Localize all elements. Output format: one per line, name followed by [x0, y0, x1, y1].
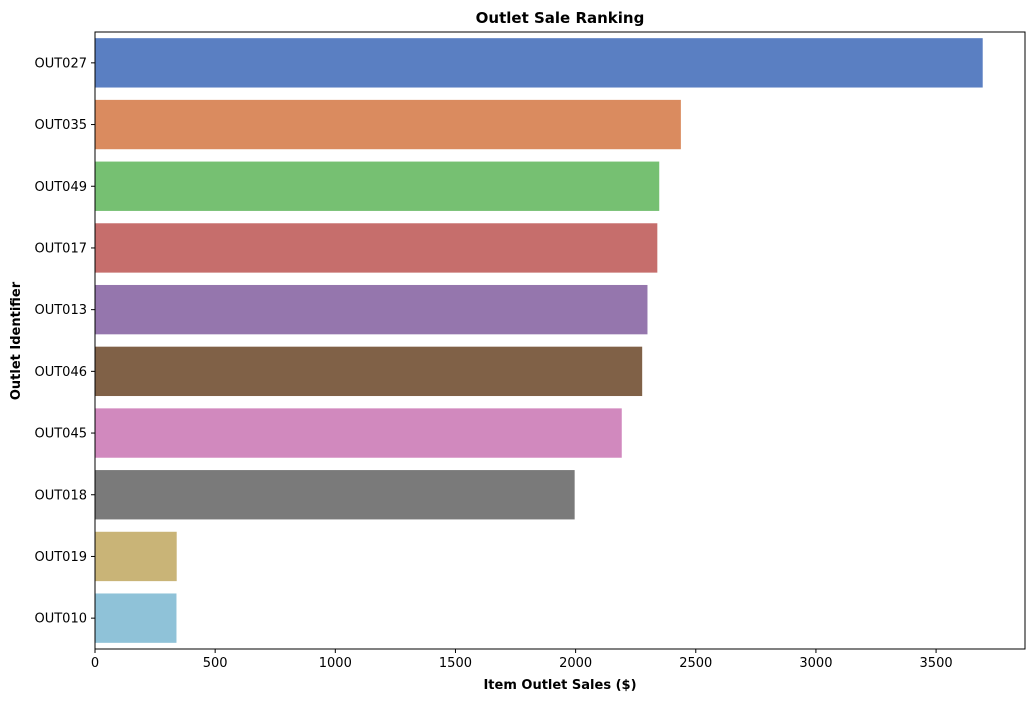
x-tick-label: 1000: [319, 656, 352, 671]
bar-out019: [95, 531, 177, 582]
y-axis-ticks: OUT027 OUT035 OUT049 OUT017 OUT013 OUT046 OUT0…: [34, 56, 95, 627]
y-tick-label: OUT019: [34, 550, 87, 565]
plot-frame: [94, 31, 1026, 650]
y-tick-label: OUT018: [34, 488, 87, 503]
bar-out046: [95, 346, 643, 397]
bar-out035: [95, 99, 681, 150]
y-tick-label: OUT035: [34, 118, 87, 133]
x-tick-label: 500: [203, 656, 228, 671]
x-axis-ticks: 0 500 1000 1500 2000 2500 3000 3500: [91, 649, 953, 671]
bar-out027: [95, 38, 983, 88]
y-axis-label: Outlet Identifier: [9, 281, 24, 400]
y-tick-label: OUT017: [34, 241, 87, 256]
chart-title: Outlet Sale Ranking: [476, 9, 645, 27]
x-tick-label: 1500: [439, 656, 472, 671]
x-tick-label: 0: [91, 656, 99, 671]
x-tick-label: 3000: [799, 656, 832, 671]
x-tick-label: 2000: [559, 656, 592, 671]
x-axis-label: Item Outlet Sales ($): [483, 678, 636, 693]
bar-out045: [95, 408, 622, 458]
x-tick-label: 3500: [920, 656, 953, 671]
y-tick-label: OUT049: [34, 180, 87, 195]
bars-group: [95, 38, 983, 643]
y-tick-label: OUT045: [34, 427, 87, 442]
y-tick-label: OUT013: [34, 303, 87, 318]
x-tick-label: 2500: [679, 656, 712, 671]
bar-out017: [95, 223, 658, 273]
y-tick-label: OUT046: [34, 365, 87, 380]
y-tick-label: OUT010: [34, 612, 87, 627]
bar-out013: [95, 284, 648, 335]
y-tick-label: OUT027: [34, 56, 87, 71]
bar-out049: [95, 161, 660, 211]
bar-out018: [95, 470, 575, 520]
bar-out010: [95, 593, 177, 643]
